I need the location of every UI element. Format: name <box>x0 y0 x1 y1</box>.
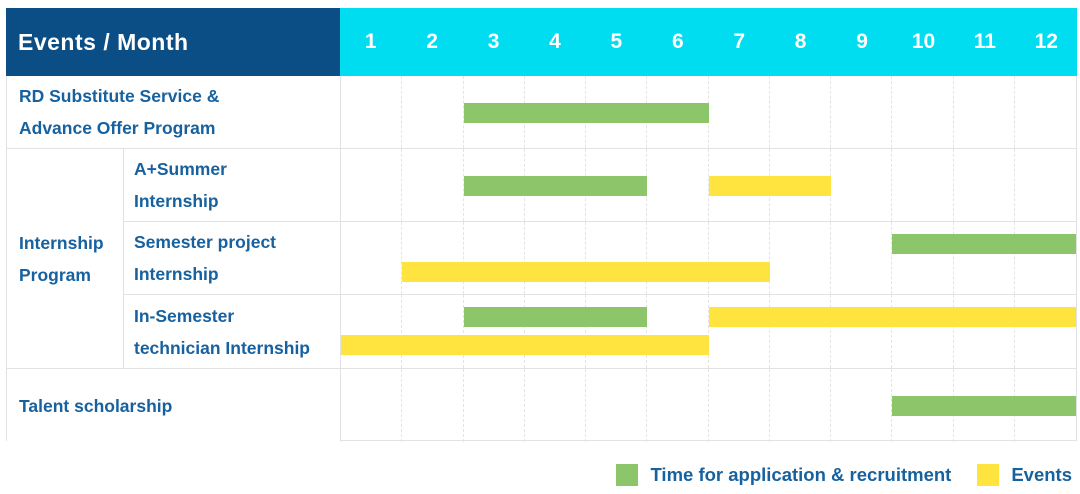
month-gridline <box>402 222 464 294</box>
chart-row-a-plus-summer-internship <box>340 149 1076 222</box>
gantt-bar-green <box>892 234 1076 254</box>
row-label-line: Advance Offer Program <box>19 118 216 138</box>
row-label-a-plus-summer-internship: A+Summer Internship <box>124 149 340 222</box>
row-label-line: RD Substitute Service & <box>19 86 220 106</box>
month-label-6: 6 <box>671 30 684 53</box>
month-gridline <box>464 295 525 368</box>
month-gridline <box>586 369 648 442</box>
events-month-header-label: Events / Month <box>18 28 189 55</box>
gantt-table: Events / Month 1 2 3 4 5 6 7 8 9 10 11 12 RD Substi… <box>6 8 1077 442</box>
month-gridline <box>831 222 893 294</box>
month-gridline <box>954 222 1015 294</box>
month-gridline <box>341 295 403 368</box>
row-label-semester-project-internship: Semester project Internship <box>124 222 340 295</box>
row-label-line: Semester project <box>134 232 277 252</box>
month-label-2: 2 <box>426 30 438 53</box>
month-gridline <box>770 222 831 294</box>
legend: Time for application & recruitment Event… <box>616 462 1072 488</box>
month-gridline <box>525 369 586 442</box>
month-gridline <box>647 149 709 221</box>
row-label-line: Internship <box>134 191 219 211</box>
row-label-line: A+Summer <box>134 159 227 179</box>
month-label-1: 1 <box>364 30 377 53</box>
legend-swatch-yellow-icon <box>977 464 1000 486</box>
chart-row-rd-substitute-service <box>340 76 1076 149</box>
month-gridline <box>647 295 709 368</box>
month-gridline <box>892 295 954 368</box>
month-gridline <box>402 149 464 221</box>
table-header-title-cell: Events / Month <box>6 8 340 76</box>
month-gridline <box>770 369 831 442</box>
month-gridline <box>831 369 893 442</box>
month-header-row: 1 2 3 4 5 6 7 8 9 10 11 12 <box>340 8 1077 76</box>
group-label-line: Program <box>19 264 91 285</box>
month-gridline <box>647 369 709 442</box>
legend-item-events: Events <box>977 464 1072 486</box>
month-label-9: 9 <box>856 30 868 53</box>
month-gridline <box>341 222 403 294</box>
gantt-bar-yellow <box>708 176 831 196</box>
row-label-in-semester-technician-internship: In-Semester technician Internship <box>124 295 340 369</box>
month-gridline <box>831 295 893 368</box>
month-gridline <box>831 149 893 221</box>
month-gridline <box>647 222 709 294</box>
month-gridline <box>341 369 403 442</box>
row-label-line: Talent scholarship <box>19 395 173 416</box>
chart-row-semester-project-internship <box>340 222 1076 295</box>
chart-row-talent-scholarship <box>340 369 1076 442</box>
chart-row-in-semester-technician-internship <box>340 295 1076 369</box>
month-gridline <box>709 295 770 368</box>
month-gridline <box>954 76 1015 148</box>
row-label-line: Internship <box>134 264 219 284</box>
month-gridline <box>402 76 464 148</box>
month-gridline <box>954 295 1015 368</box>
month-label-11: 11 <box>973 30 996 53</box>
month-gridline <box>770 76 831 148</box>
row-label-talent-scholarship: Talent scholarship <box>7 369 340 442</box>
month-gridline <box>709 222 770 294</box>
gantt-bar-green <box>463 103 709 123</box>
gantt-bar-green <box>463 176 648 196</box>
month-gridline <box>770 295 831 368</box>
month-gridline <box>709 369 770 442</box>
month-gridline <box>525 222 586 294</box>
month-label-10: 10 <box>911 30 936 53</box>
month-label-5: 5 <box>610 30 623 53</box>
month-label-12: 12 <box>1034 30 1058 53</box>
month-gridline <box>402 369 464 442</box>
group-label-internship-program: Internship Program <box>7 149 124 369</box>
gantt-bar-green <box>892 396 1076 416</box>
gantt-bar-yellow <box>708 307 1076 327</box>
gantt-bar-yellow <box>402 262 770 282</box>
group-label-line: Internship <box>19 232 104 253</box>
month-gridline <box>464 222 525 294</box>
month-gridline <box>709 76 770 148</box>
legend-swatch-green-icon <box>616 464 639 486</box>
month-label-7: 7 <box>733 30 746 53</box>
gantt-bar-green <box>463 307 648 327</box>
row-label-line: In-Semester <box>134 305 235 326</box>
month-gridline <box>586 222 648 294</box>
row-label-rd-substitute-service: RD Substitute Service & Advance Offer Pr… <box>7 76 340 149</box>
legend-label-events: Events <box>1011 464 1072 485</box>
month-gridline <box>464 369 525 442</box>
month-gridline <box>402 295 464 368</box>
gantt-bar-yellow <box>341 335 709 355</box>
month-label-4: 4 <box>549 30 561 53</box>
month-gridline <box>586 295 648 368</box>
month-gridline <box>954 149 1015 221</box>
month-gridline <box>892 149 954 221</box>
month-gridline <box>892 222 954 294</box>
month-label-8: 8 <box>794 30 807 53</box>
month-gridline <box>341 149 403 221</box>
month-gridline <box>525 295 586 368</box>
legend-label-application-recruitment: Time for application & recruitment <box>650 464 952 485</box>
row-label-line: technician Internship <box>134 337 310 358</box>
month-gridline <box>831 76 893 148</box>
legend-item-application-recruitment: Time for application & recruitment <box>616 464 951 486</box>
month-label-3: 3 <box>487 30 500 53</box>
month-gridline <box>341 76 403 148</box>
month-gridline <box>892 76 954 148</box>
